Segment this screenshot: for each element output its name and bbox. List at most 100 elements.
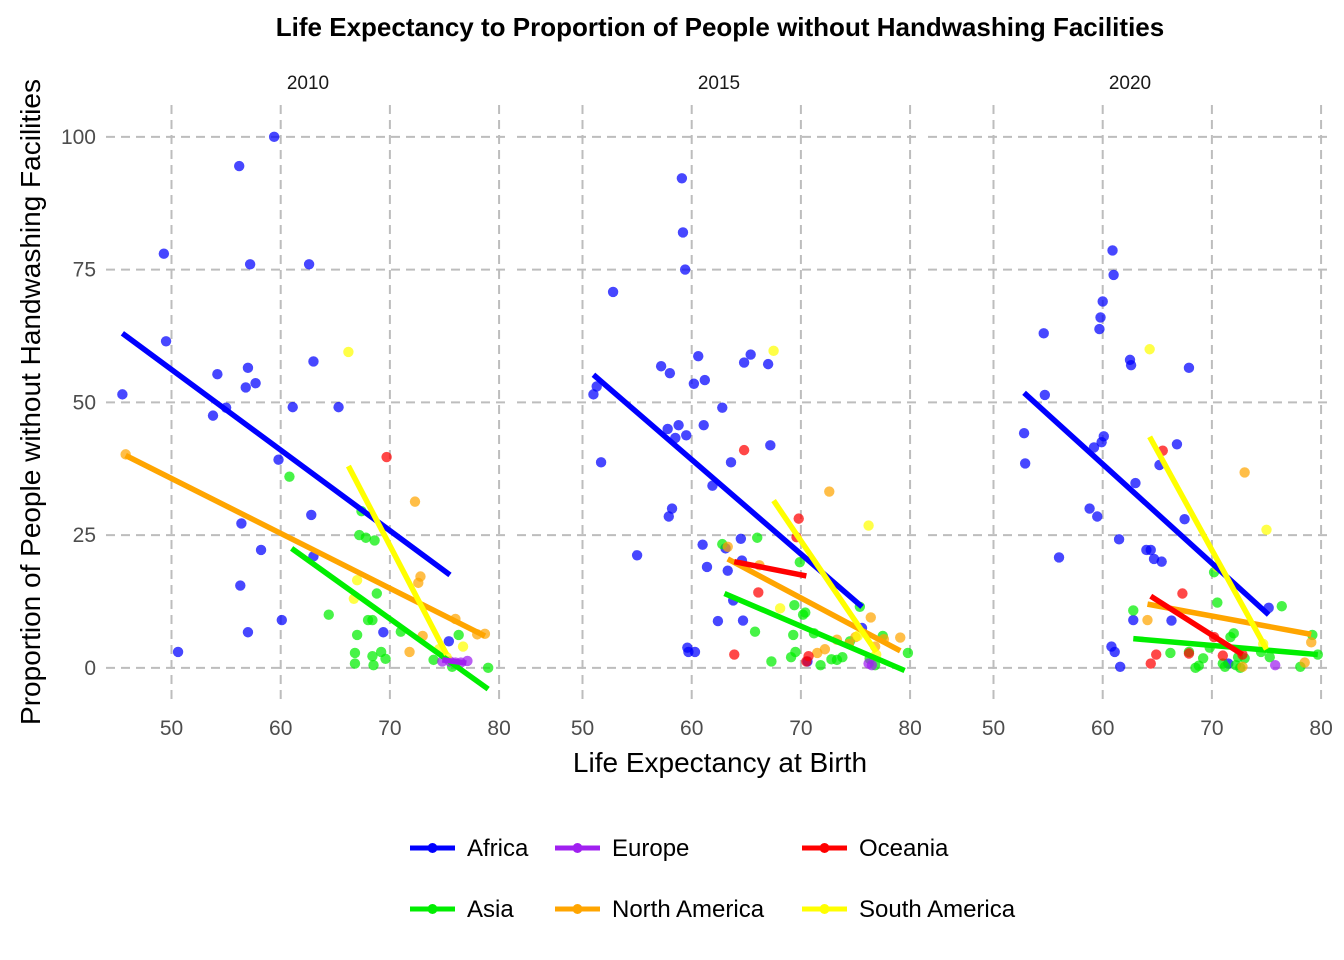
y-tick-label: 0 [84,657,96,680]
point-asia [749,626,761,637]
point-south-america [852,630,863,642]
point-africa [1095,312,1106,323]
point-africa [240,382,251,393]
point-africa [591,381,602,392]
point-africa [1171,439,1183,450]
point-asia [1264,652,1275,663]
point-north-america [1142,614,1153,626]
point-oceania [738,444,750,456]
point-asia [1128,605,1139,616]
point-africa [1145,544,1156,556]
point-oceania [793,513,804,524]
point-oceania [1183,648,1195,659]
point-oceania [381,451,392,463]
legend-key-point [572,904,583,914]
point-asia [790,646,801,658]
x-tick-label: 80 [898,717,921,740]
point-africa [1018,427,1030,439]
point-asia [428,654,439,666]
point-africa [662,423,673,435]
point-africa [160,336,172,347]
point-africa [688,378,700,389]
trend-line-north-america [124,452,487,639]
point-africa [762,358,774,370]
point-africa [242,362,254,374]
point-oceania [1151,649,1162,660]
point-asia [766,656,777,667]
point-africa [255,544,267,556]
point-oceania [1177,588,1188,599]
legend-key-point [427,843,438,853]
point-africa [664,367,676,379]
panel-label: 2010 [287,73,329,94]
point-north-america [415,571,426,582]
point-africa [1039,389,1051,401]
point-asia [752,532,763,543]
y-tick-label: 75 [73,259,96,282]
x-tick-label: 70 [378,717,401,740]
point-africa [1128,614,1139,626]
point-africa [1108,269,1119,281]
legend-key-point [819,904,830,914]
x-tick-label: 80 [1309,717,1332,740]
panel-2010: 2010 50 60 70 80 0 25 50 75 100 [61,73,511,740]
point-africa [725,457,737,468]
legend-item-south-america: South America [802,896,1016,923]
point-africa [698,419,709,431]
point-north-america [1239,467,1250,478]
legend-key-point [427,904,438,914]
x-tick-label: 50 [982,717,1005,740]
trend-line-europe [441,657,467,666]
point-africa [679,264,691,275]
point-africa [712,615,724,627]
point-asia [371,588,382,599]
point-oceania [753,587,764,598]
point-africa [1098,431,1109,442]
point-africa [745,349,756,360]
point-oceania [729,649,740,660]
point-north-america [819,644,831,655]
point-oceania [803,650,814,662]
point-africa [701,561,713,573]
point-asia [1276,601,1287,612]
point-north-america [865,612,876,623]
point-africa [595,457,607,468]
trend-line-oceania [733,558,807,579]
point-asia [1197,653,1209,664]
point-south-america [457,641,469,652]
point-africa [236,518,247,529]
x-tick-label: 60 [680,717,703,740]
legend-key-point [819,843,830,853]
point-africa [212,369,223,380]
point-africa [1130,477,1141,489]
point-africa [273,454,284,465]
legend-item-asia: Asia [410,896,514,923]
point-africa [378,627,389,638]
point-asia [349,647,361,659]
point-africa [268,131,280,143]
x-tick-label: 50 [160,717,183,740]
point-africa [1183,362,1195,374]
point-africa [244,259,256,270]
x-tick-label: 50 [571,717,594,740]
legend-item-north-america: North America [555,896,765,923]
point-asia [367,614,378,626]
point-asia [815,659,826,671]
point-africa [333,401,344,413]
point-africa [1125,359,1137,371]
point-africa [717,402,728,413]
point-asia [323,609,334,620]
facet-panels: 2010 50 60 70 80 0 25 50 75 100 2015 50 60 70 80 2020 50… [61,73,1333,740]
legend-label: Europe [612,835,689,862]
point-oceania [1217,650,1229,661]
point-north-america [1299,657,1310,668]
point-asia [794,556,805,568]
legend-item-oceania: Oceania [802,835,949,862]
point-asia [789,599,800,611]
trend-line-south-america [345,464,450,656]
x-tick-label: 80 [487,717,510,740]
legend-label: Africa [467,835,529,862]
point-north-america [824,486,835,497]
point-asia [1212,597,1223,608]
point-asia [380,653,391,665]
